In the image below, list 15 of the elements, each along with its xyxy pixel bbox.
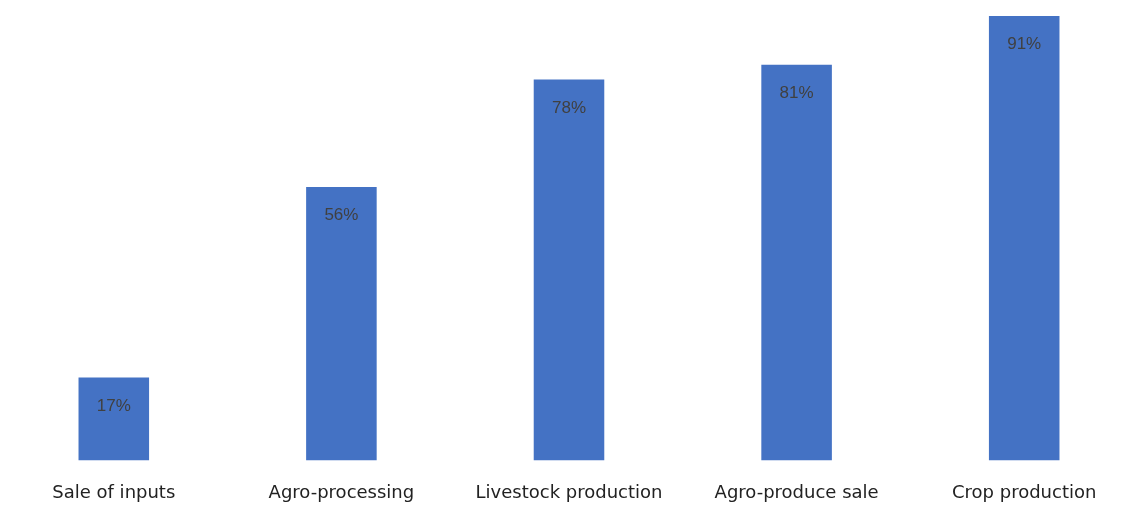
x-tick-label: Crop production <box>952 480 1097 502</box>
bar <box>761 64 832 461</box>
data-label: 91% <box>1007 34 1042 54</box>
x-tick-label: Sale of inputs <box>52 480 176 502</box>
bar <box>78 377 150 461</box>
bar <box>988 16 1060 461</box>
data-label: 56% <box>324 205 359 225</box>
data-label: 78% <box>551 97 587 117</box>
bar <box>533 79 605 461</box>
data-label: 81% <box>779 83 814 103</box>
x-tick-label: Agro-processing <box>268 480 415 502</box>
bar <box>306 186 377 461</box>
x-tick-label: Agro-produce sale <box>714 480 879 502</box>
data-label: 17% <box>96 395 131 415</box>
x-tick-label: Livestock production <box>475 480 663 502</box>
